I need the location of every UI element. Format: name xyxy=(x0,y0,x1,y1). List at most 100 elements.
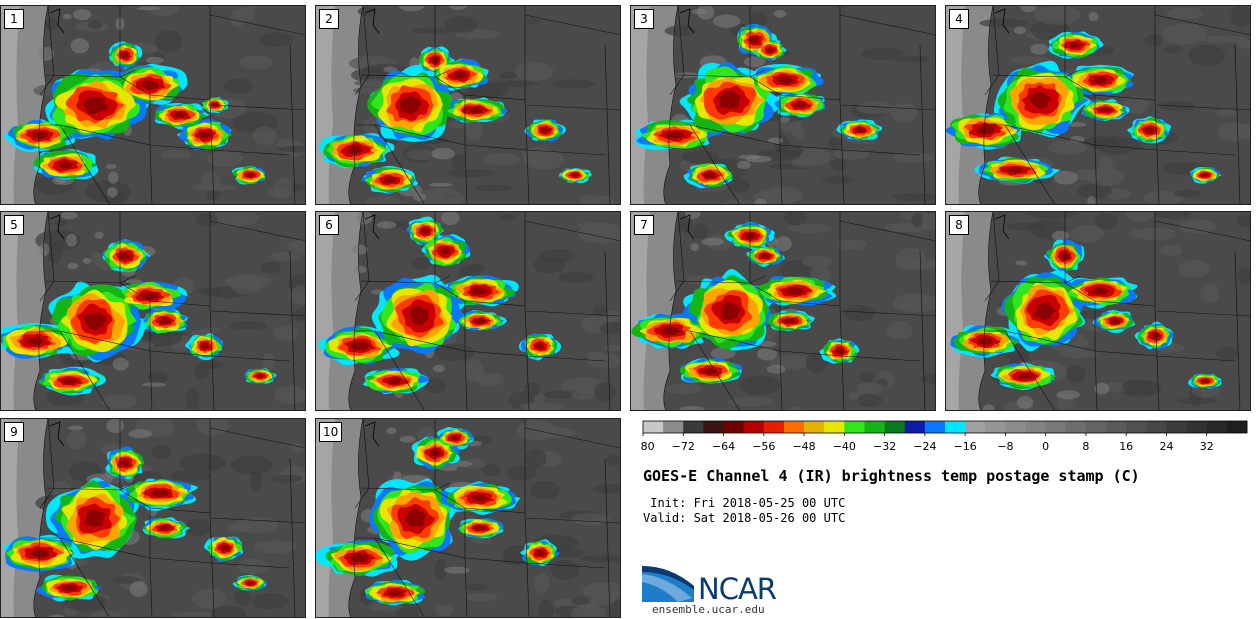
cloud-region xyxy=(347,145,365,155)
cloud-region xyxy=(173,111,188,118)
cloud-region xyxy=(1029,92,1051,109)
cloud-region xyxy=(467,106,484,114)
cloud-region xyxy=(31,548,50,558)
state-borders xyxy=(978,211,1251,411)
colorbar-tick-label: −72 xyxy=(672,440,695,453)
cloud-region xyxy=(1145,126,1154,134)
ir-map xyxy=(630,5,936,205)
state-borders xyxy=(663,211,936,411)
cloud-region xyxy=(200,342,210,350)
cloud-region xyxy=(1201,173,1209,177)
map-panel-2: 2 xyxy=(315,5,621,205)
colorbar-tick-label: −24 xyxy=(913,440,936,453)
colorbar-segment xyxy=(703,421,724,433)
ir-map xyxy=(630,211,936,411)
cloud-region xyxy=(119,459,130,467)
cloud-region xyxy=(142,292,159,301)
cloud-region xyxy=(793,101,807,108)
cloud-region xyxy=(760,253,770,259)
cloud-region xyxy=(453,71,467,79)
cloud-region xyxy=(535,549,545,557)
cloud-region xyxy=(439,247,451,255)
cloud-region xyxy=(245,172,255,178)
ncar-logo-icon xyxy=(642,566,694,602)
map-panel-6: 6 xyxy=(315,211,621,411)
state-borders xyxy=(978,5,1251,205)
ir-map xyxy=(0,211,306,411)
cloud-region xyxy=(721,301,741,320)
colorbar-tick-label: −32 xyxy=(873,440,896,453)
colorbar-segment xyxy=(1166,421,1187,433)
colorbar-segment xyxy=(945,421,966,433)
panel-number: 8 xyxy=(949,215,969,235)
colorbar-segment xyxy=(1226,421,1248,433)
cloud-region xyxy=(474,318,487,324)
colorbar-tick-label: 8 xyxy=(1082,440,1089,453)
colorbar-tick-label: −40 xyxy=(833,440,856,453)
colorbar-segment xyxy=(1106,421,1127,433)
colorbar-segment xyxy=(824,421,845,433)
cloud-region xyxy=(1059,252,1070,260)
cloud-region xyxy=(450,435,460,441)
panel-number: 4 xyxy=(949,9,969,29)
colorbar-segment xyxy=(864,421,885,433)
map-panel-7: 7 xyxy=(630,211,936,411)
colorbar-tick-label: 32 xyxy=(1200,440,1214,453)
cloud-region xyxy=(141,80,160,91)
cloud-region xyxy=(350,341,370,351)
cloud-region xyxy=(121,51,129,59)
panel-number: 9 xyxy=(4,422,24,442)
ir-map xyxy=(0,418,306,618)
cloud-region xyxy=(1034,301,1057,320)
ir-map xyxy=(0,5,306,205)
logo-url: ensemble.ucar.edu xyxy=(652,603,765,616)
colorbar-segment xyxy=(1005,421,1026,433)
colorbar-segment xyxy=(783,421,805,433)
cloud-region xyxy=(1005,167,1025,173)
cloud-region xyxy=(159,317,171,325)
colorbar-tick-label: −56 xyxy=(752,440,775,453)
cloud-region xyxy=(387,590,403,596)
cloud-region xyxy=(977,337,994,345)
ir-map xyxy=(945,211,1251,411)
colorbar-segment xyxy=(1045,421,1067,433)
figure-title: GOES-E Channel 4 (IR) brightness temp po… xyxy=(643,467,1140,485)
panel-number: 3 xyxy=(634,9,654,29)
cloud-region xyxy=(750,36,760,44)
cloud-region xyxy=(83,312,107,331)
map-panel-1: 1 xyxy=(0,5,306,205)
colorbar-segment xyxy=(683,421,704,433)
colorbar-segment xyxy=(763,421,785,433)
panel-number: 2 xyxy=(319,9,339,29)
cloud-region xyxy=(777,75,796,84)
state-borders xyxy=(33,211,306,411)
cloud-region xyxy=(701,368,717,375)
cloud-region xyxy=(383,176,397,183)
cloud-region xyxy=(399,96,422,115)
colorbar-tick-label: 16 xyxy=(1119,440,1133,453)
state-borders xyxy=(33,418,306,618)
cloud-region xyxy=(119,252,132,260)
cloud-region xyxy=(198,131,212,139)
ir-map xyxy=(315,5,621,205)
panel-number: 10 xyxy=(319,422,343,442)
cloud-region xyxy=(349,553,370,563)
valid-time: Valid: Sat 2018-05-26 00 UTC xyxy=(643,511,846,525)
cloud-region xyxy=(421,227,431,234)
colorbar-segment xyxy=(965,421,986,433)
panel-number: 6 xyxy=(319,215,339,235)
panel-number: 1 xyxy=(4,9,24,29)
colorbar-segment xyxy=(884,421,906,433)
cloud-region xyxy=(665,131,685,139)
colorbar-segment xyxy=(723,421,744,433)
cloud-region xyxy=(745,232,756,240)
state-borders xyxy=(348,418,621,618)
cloud-region xyxy=(84,508,105,527)
ir-map xyxy=(945,5,1251,205)
cloud-region xyxy=(1110,318,1121,324)
state-borders xyxy=(348,5,621,205)
colorbar-segment xyxy=(1126,421,1147,433)
cloud-region xyxy=(61,584,78,592)
cloud-region xyxy=(1151,332,1160,340)
